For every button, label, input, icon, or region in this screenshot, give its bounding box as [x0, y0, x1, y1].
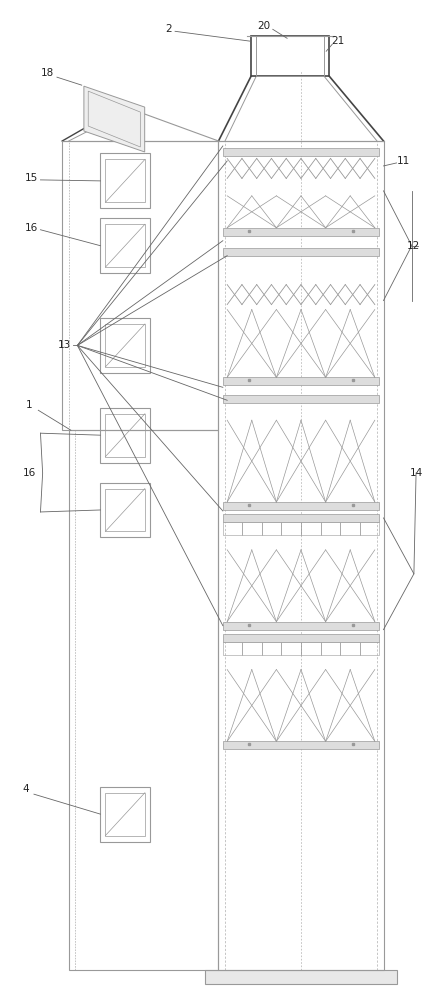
Polygon shape [223, 228, 379, 236]
Polygon shape [205, 970, 396, 984]
Polygon shape [223, 741, 379, 749]
Polygon shape [84, 86, 145, 152]
Text: 1: 1 [26, 400, 33, 410]
Polygon shape [223, 248, 379, 256]
Text: 11: 11 [396, 156, 409, 166]
Polygon shape [223, 502, 379, 510]
Text: 16: 16 [23, 468, 36, 478]
Text: 13: 13 [58, 340, 71, 350]
Text: 12: 12 [407, 241, 420, 251]
Text: 21: 21 [331, 36, 344, 46]
Text: 16: 16 [25, 223, 38, 233]
Text: 18: 18 [40, 68, 54, 78]
Text: 2: 2 [165, 24, 172, 34]
Polygon shape [223, 148, 379, 156]
Text: 14: 14 [409, 468, 423, 478]
Polygon shape [223, 622, 379, 630]
Polygon shape [223, 395, 379, 403]
Text: 15: 15 [25, 173, 38, 183]
Polygon shape [223, 514, 379, 522]
Polygon shape [223, 377, 379, 385]
Polygon shape [223, 634, 379, 642]
Text: 20: 20 [257, 21, 271, 31]
Text: 4: 4 [22, 784, 28, 794]
